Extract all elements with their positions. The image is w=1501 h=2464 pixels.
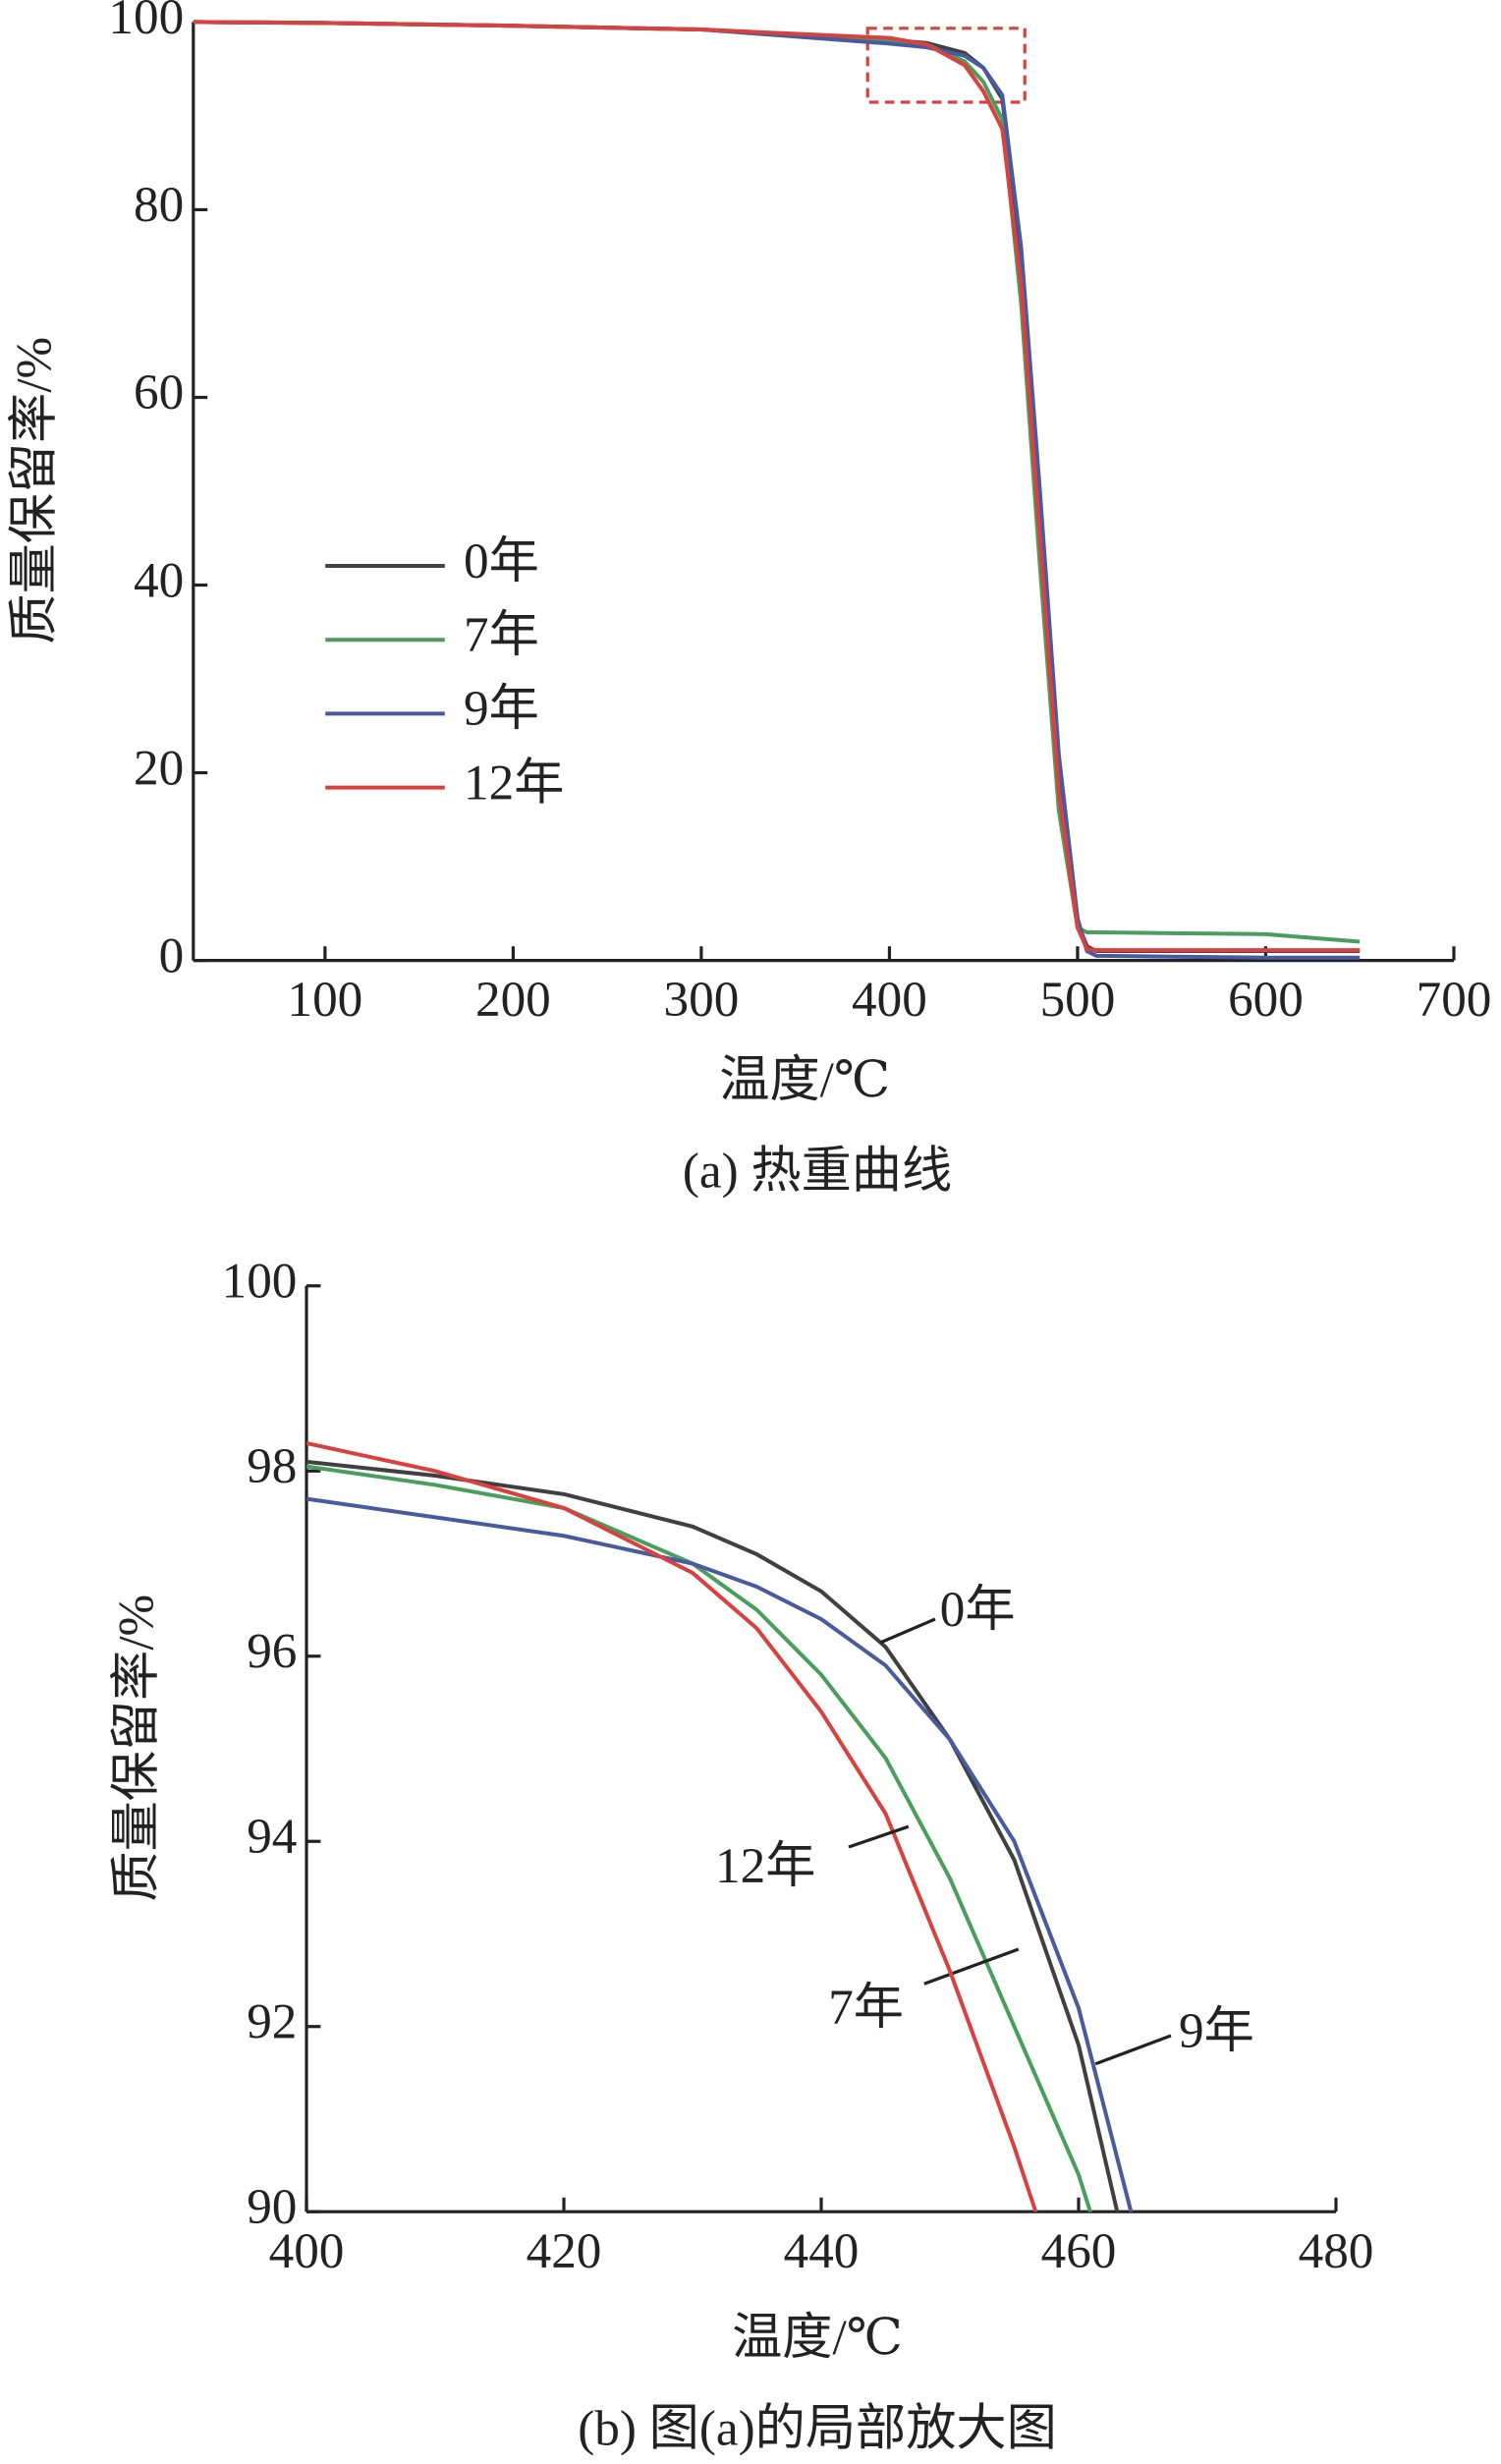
y-axis-label: 质量保留率/%: [109, 1595, 165, 1902]
y-tick-label: 100: [108, 0, 184, 45]
x-tick-label: 200: [475, 972, 551, 1028]
legend-label: 12年: [464, 755, 564, 811]
x-tick-label: 440: [784, 2223, 860, 2279]
y-axis-label: 质量保留率/%: [7, 337, 63, 644]
y-tick-label: 20: [134, 740, 184, 796]
series-line: [306, 1459, 1120, 2212]
series-line: [306, 1464, 1093, 2212]
series-label: 7年: [828, 1980, 904, 2036]
y-tick-label: 98: [247, 1438, 297, 1494]
series-label: 0年: [940, 1582, 1016, 1638]
series-line: [306, 1496, 1134, 2212]
series-label: 9年: [1179, 2003, 1254, 2059]
zoom-box: [865, 27, 1027, 104]
label-leader: [1094, 2034, 1172, 2066]
x-tick-label: 700: [1417, 972, 1492, 1028]
label-leader: [848, 1824, 910, 1849]
series-line: [306, 1441, 1038, 2212]
y-tick-label: 90: [247, 2179, 297, 2235]
x-tick-label: 400: [852, 972, 927, 1028]
y-tick-label: 100: [222, 1254, 298, 1310]
x-tick-label: 100: [287, 972, 362, 1028]
x-tick-label: 300: [664, 972, 740, 1028]
series-label: 12年: [715, 1838, 815, 1894]
label-leader: [879, 1617, 936, 1645]
chart-caption: (a) 热重曲线: [683, 1144, 952, 1200]
x-axis-label: 温度/℃: [732, 2310, 903, 2366]
x-tick-label: 400: [269, 2223, 345, 2279]
chart-caption: (b) 图(a)的局部放大图: [578, 2401, 1057, 2457]
series-line: [193, 20, 1361, 954]
x-axis-label: 温度/℃: [719, 1052, 890, 1108]
label-leader: [923, 1947, 1020, 1986]
series-line: [193, 20, 1361, 944]
legend-label: 7年: [464, 607, 539, 663]
y-tick-label: 92: [247, 1993, 297, 2049]
x-tick-label: 460: [1041, 2223, 1117, 2279]
x-tick-label: 600: [1228, 972, 1304, 1028]
x-tick-label: 420: [527, 2223, 602, 2279]
x-tick-label: 500: [1040, 972, 1116, 1028]
legend-label: 9年: [464, 681, 539, 737]
y-tick-label: 0: [159, 927, 185, 983]
y-tick-label: 40: [134, 552, 184, 608]
legend-label: 0年: [464, 533, 539, 589]
x-tick-label: 480: [1299, 2223, 1374, 2279]
y-tick-label: 94: [247, 1809, 297, 1865]
series-line: [193, 20, 1361, 960]
y-tick-label: 60: [134, 364, 184, 420]
series-line: [193, 20, 1361, 953]
y-tick-label: 80: [134, 177, 184, 233]
y-tick-label: 96: [247, 1624, 297, 1680]
